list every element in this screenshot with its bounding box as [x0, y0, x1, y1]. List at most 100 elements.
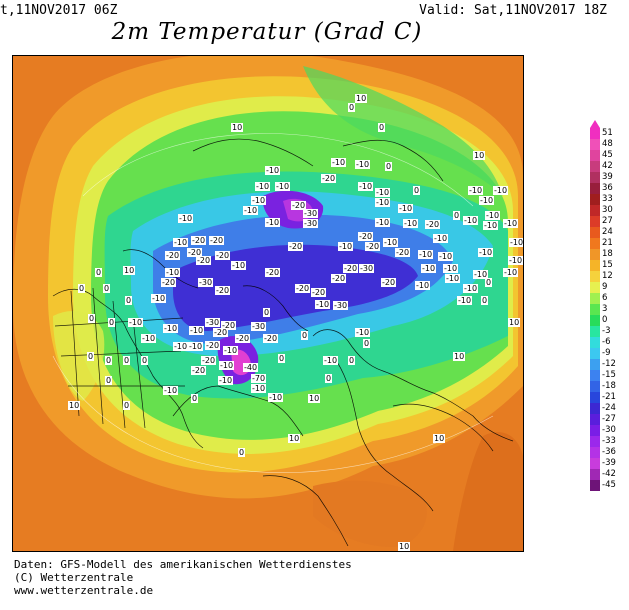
temperature-label: -10 — [173, 342, 189, 351]
legend-swatch — [590, 370, 600, 381]
legend-tick-label: -30 — [602, 425, 616, 435]
website-line: www.wetterzentrale.de — [14, 584, 154, 597]
legend-swatch — [590, 205, 600, 216]
legend-tick-label: 30 — [602, 205, 613, 215]
temperature-label: 10 — [288, 434, 301, 443]
temperature-label: 0 — [95, 268, 103, 277]
legend-swatch — [590, 238, 600, 249]
legend-tick-label: 39 — [602, 172, 613, 182]
legend-tick-label: 15 — [602, 260, 613, 270]
temperature-label: 10 — [473, 151, 486, 160]
temperature-label: -10 — [338, 242, 354, 251]
source-line: Daten: GFS-Modell des amerikanischen Wet… — [14, 558, 352, 571]
temperature-label: -10 — [375, 218, 391, 227]
temperature-label: -10 — [503, 268, 519, 277]
temperature-label: -30 — [205, 318, 221, 327]
temperature-label: -20 — [215, 286, 231, 295]
temperature-label: 10 — [398, 542, 411, 551]
temperature-label: -10 — [231, 261, 247, 270]
temperature-label: -10 — [178, 214, 194, 223]
temperature-label: 0 — [363, 339, 371, 348]
temperature-label: -10 — [173, 238, 189, 247]
temperature-label: -10 — [251, 384, 267, 393]
legend-swatch — [590, 436, 600, 447]
legend-tick-label: 48 — [602, 139, 613, 149]
temperature-label: -10 — [473, 270, 489, 279]
temperature-label: -20 — [235, 334, 251, 343]
legend-swatch — [590, 425, 600, 436]
temperature-label: -20 — [209, 236, 225, 245]
temperature-label: -10 — [485, 211, 501, 220]
temperature-label: 10 — [355, 94, 368, 103]
legend-swatch — [590, 381, 600, 392]
temperature-label: 0 — [105, 356, 113, 365]
legend-tick-label: -15 — [602, 370, 616, 380]
temperature-label: 0 — [278, 354, 286, 363]
temperature-label: -10 — [163, 386, 179, 395]
temperature-label: 0 — [485, 278, 493, 287]
temperature-label: 0 — [88, 314, 96, 323]
temperature-label: 0 — [123, 356, 131, 365]
temperature-label: -10 — [331, 158, 347, 167]
valid-time-label: Valid: Sat,11NOV2017 18Z — [419, 3, 607, 18]
temperature-label: -10 — [218, 376, 234, 385]
temperature-label: -10 — [165, 268, 181, 277]
temperature-label: -20 — [365, 242, 381, 251]
temperature-label: -10 — [265, 166, 281, 175]
temperature-label: -10 — [163, 324, 179, 333]
temperature-label: -20 — [221, 321, 237, 330]
legend-tick-label: -6 — [602, 337, 611, 347]
temperature-label: 10 — [433, 434, 446, 443]
temperature-label: -30 — [333, 301, 349, 310]
legend-max-arrow — [590, 120, 600, 128]
temperature-label: -10 — [275, 182, 291, 191]
legend-swatch — [590, 315, 600, 326]
legend-swatch — [590, 194, 600, 205]
temperature-label: -10 — [478, 248, 494, 257]
legend-swatch — [590, 227, 600, 238]
legend-tick-label: -45 — [602, 480, 616, 490]
temperature-label: -70 — [251, 374, 267, 383]
temperature-label: -20 — [263, 334, 279, 343]
legend-swatch — [590, 183, 600, 194]
temperature-label: -10 — [443, 264, 459, 273]
temperature-label: 0 — [385, 162, 393, 171]
legend-tick-label: -21 — [602, 392, 616, 402]
legend-swatch — [590, 216, 600, 227]
temperature-label: -10 — [355, 160, 371, 169]
legend-swatch — [590, 260, 600, 271]
temperature-label: -20 — [331, 274, 347, 283]
temperature-label: 0 — [123, 401, 131, 410]
legend-tick-label: -36 — [602, 447, 616, 457]
legend-tick-label: -3 — [602, 326, 611, 336]
temperature-label: -20 — [291, 201, 307, 210]
temperature-label: -20 — [321, 174, 337, 183]
legend-swatch — [590, 469, 600, 480]
temperature-label: 0 — [263, 308, 271, 317]
temperature-label: -10 — [508, 256, 523, 265]
temperature-label: -30 — [359, 264, 375, 273]
legend-swatch — [590, 458, 600, 469]
legend-tick-label: 12 — [602, 271, 613, 281]
temperature-label: 10 — [453, 352, 466, 361]
temperature-label: -10 — [189, 326, 205, 335]
legend-tick-label: 18 — [602, 249, 613, 259]
legend-tick-label: 42 — [602, 161, 613, 171]
temperature-label: -20 — [311, 288, 327, 297]
temperature-label: 0 — [481, 296, 489, 305]
temperature-label: 10 — [231, 123, 244, 132]
temperature-label: -20 — [288, 242, 304, 251]
temperature-label: -10 — [358, 182, 374, 191]
temperature-label: -10 — [509, 238, 524, 247]
temperature-label: -10 — [493, 186, 509, 195]
legend-swatch — [590, 447, 600, 458]
temperature-label: -20 — [358, 232, 374, 241]
legend-tick-label: 36 — [602, 183, 613, 193]
legend-tick-label: -27 — [602, 414, 616, 424]
temperature-label: 0 — [348, 103, 356, 112]
legend-swatch — [590, 403, 600, 414]
legend-swatch — [590, 326, 600, 337]
temperature-label: -20 — [215, 251, 231, 260]
legend-tick-label: -12 — [602, 359, 616, 369]
temperature-label: -10 — [503, 219, 519, 228]
